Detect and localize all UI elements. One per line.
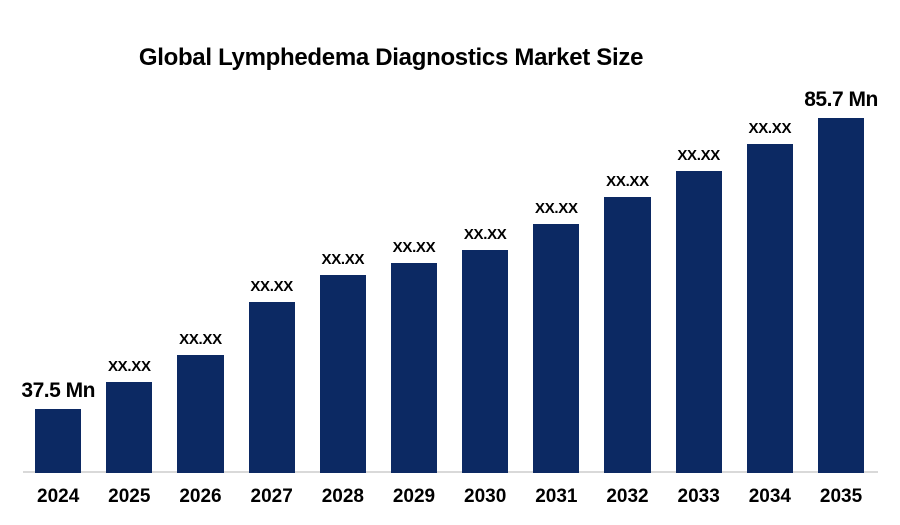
bar-value-label-2035: 85.7 Mn [804,87,878,111]
bar-value-label-2030: XX.XX [463,225,507,243]
x-tick-label-2025: 2025 [108,486,151,507]
x-axis-line [23,471,878,473]
bar-2029 [390,262,438,473]
bar-2027 [248,301,295,473]
bar-2035 [817,117,865,473]
bar-2028 [319,274,366,473]
bar-2032 [604,196,651,473]
bar-2031 [533,223,580,473]
bar-value-label-2031: XX.XX [534,199,578,217]
bar-value-label-2024: 37.5 Mn [21,378,95,402]
bar-2024 [35,408,82,473]
bar-2033 [675,170,722,473]
bar-2026 [177,354,224,473]
x-tick-label-2029: 2029 [392,486,436,507]
x-tick-label-2035: 2035 [819,486,863,507]
bar-value-label-2027: XX.XX [250,277,293,295]
bar-value-label-2032: XX.XX [606,172,649,190]
x-tick-label-2027: 2027 [250,486,293,507]
x-tick-label-2034: 2034 [748,486,791,507]
x-tick-label-2032: 2032 [606,486,649,507]
bar-2025 [106,381,153,473]
bar-value-label-2034: XX.XX [748,119,792,137]
x-tick-label-2030: 2030 [464,486,507,507]
x-tick-label-2024: 2024 [37,486,80,507]
x-tick-label-2026: 2026 [179,486,222,507]
x-tick-label-2031: 2031 [535,486,578,507]
bar-value-label-2029: XX.XX [392,238,436,256]
x-tick-label-2028: 2028 [321,486,364,507]
bar-2034 [746,143,793,473]
bar-value-label-2025: XX.XX [107,357,151,375]
chart-title: Global Lymphedema Diagnostics Market Siz… [138,44,644,71]
bar-2030 [462,249,509,473]
bar-value-label-2033: XX.XX [677,146,721,164]
bar-value-label-2028: XX.XX [321,250,365,268]
x-tick-label-2033: 2033 [677,486,720,507]
bar-value-label-2026: XX.XX [179,330,222,348]
